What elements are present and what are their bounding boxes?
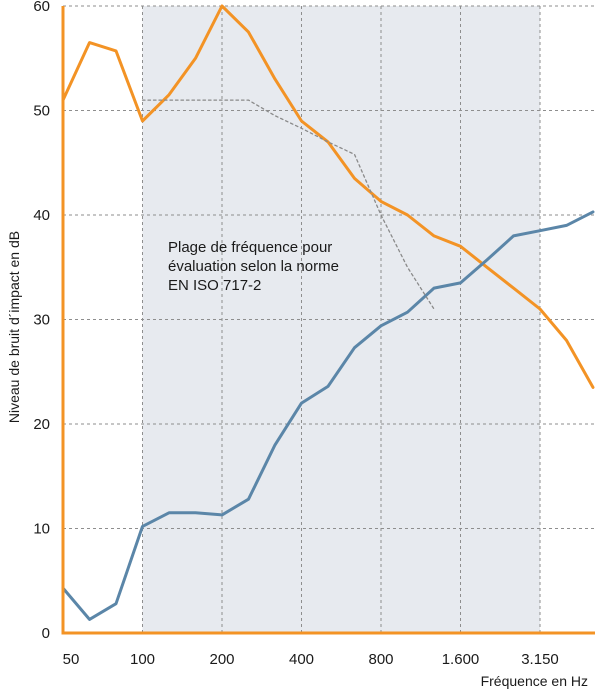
x-tick-label: 200: [209, 651, 234, 668]
y-tick-label: 60: [33, 0, 50, 15]
x-tick-label: 1.600: [442, 651, 480, 668]
grid-lines: [63, 5, 595, 633]
x-tick-label: 400: [289, 651, 314, 668]
x-tick-label: 3.150: [521, 651, 559, 668]
y-axis-title: Niveau de bruit d´impact en dB: [6, 231, 22, 423]
y-tick-label: 30: [33, 312, 50, 329]
series-line-2: [61, 210, 595, 621]
series-lines: [61, 4, 595, 621]
series-line-3: [141, 99, 435, 310]
y-tick-label: 40: [33, 207, 50, 224]
y-tick-label: 20: [33, 416, 50, 433]
y-tick-label: 10: [33, 521, 50, 538]
x-tick-label: 50: [63, 651, 80, 668]
x-tick-label: 100: [130, 651, 155, 668]
annotation-line: EN ISO 717-2: [168, 277, 261, 294]
x-tick-label: 800: [368, 651, 393, 668]
y-tick-label: 50: [33, 103, 50, 120]
series-line-1: [61, 4, 595, 389]
annotation-line: Plage de fréquence pour: [168, 239, 332, 256]
annotation-line: évaluation selon la norme: [168, 258, 339, 275]
axes: [61, 6, 595, 635]
frequency-range-annotation: Plage de fréquence pour évaluation selon …: [168, 239, 339, 294]
x-axis-title: Fréquence en Hz: [481, 673, 588, 689]
tick-labels: 0 10 20 30 40 50 60 50 100 200 400 800 1.600 3.150: [33, 0, 558, 668]
y-tick-label: 0: [42, 625, 50, 642]
